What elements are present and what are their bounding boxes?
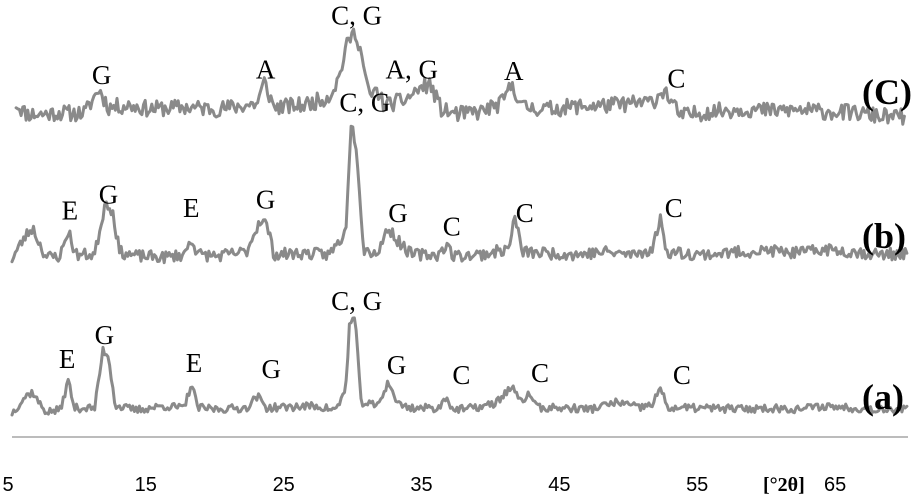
x-tick-label: 55 bbox=[686, 474, 708, 496]
peak-label: C bbox=[516, 198, 534, 228]
peak-label: G bbox=[387, 350, 407, 380]
peak-label: G bbox=[95, 320, 115, 350]
x-tick-label: 65 bbox=[824, 474, 846, 496]
xrd-trace-2 bbox=[10, 124, 909, 265]
peak-label: G bbox=[256, 185, 276, 215]
xrd-trace-1 bbox=[14, 27, 906, 126]
panel-labels-group: (C) (b) (a) bbox=[862, 72, 912, 417]
peak-label: E bbox=[62, 196, 79, 226]
peak-label: G bbox=[261, 354, 281, 384]
x-tick-label: 25 bbox=[273, 474, 295, 496]
peak-label: C bbox=[673, 360, 691, 390]
x-tick-label: 35 bbox=[410, 474, 432, 496]
peak-label: E bbox=[59, 344, 76, 374]
peak-label: C, G bbox=[339, 88, 390, 118]
peak-label: G bbox=[99, 179, 119, 209]
panel-label-2: (b) bbox=[862, 216, 906, 256]
x-tick-label: 5 bbox=[2, 474, 13, 496]
x-axis-unit-label: [°2θ] bbox=[763, 474, 805, 496]
x-tick-label: 45 bbox=[548, 474, 570, 496]
panel-label-3: (a) bbox=[862, 377, 904, 417]
peak-label: G bbox=[92, 60, 112, 90]
xrd-trace-3 bbox=[10, 316, 909, 417]
peak-label: C bbox=[667, 63, 685, 93]
panel-label-1: (C) bbox=[862, 72, 912, 112]
peak-label: A bbox=[256, 54, 276, 84]
peak-label: C bbox=[452, 360, 470, 390]
x-tick-label: 15 bbox=[135, 474, 157, 496]
peak-label: C, G bbox=[331, 286, 382, 316]
peak-label: C bbox=[531, 358, 549, 388]
peak-label: E bbox=[186, 348, 203, 378]
peak-label: C, G bbox=[331, 0, 382, 30]
peak-label: G bbox=[388, 198, 408, 228]
peak-label: C bbox=[665, 193, 683, 223]
peak-label: C bbox=[443, 212, 461, 242]
traces-group bbox=[10, 27, 909, 417]
peak-label: A, G bbox=[386, 54, 439, 84]
peak-label: A bbox=[504, 56, 524, 86]
peak-label: E bbox=[183, 193, 200, 223]
x-tick-labels-group: 5 15 25 35 45 55 65 bbox=[2, 474, 846, 496]
